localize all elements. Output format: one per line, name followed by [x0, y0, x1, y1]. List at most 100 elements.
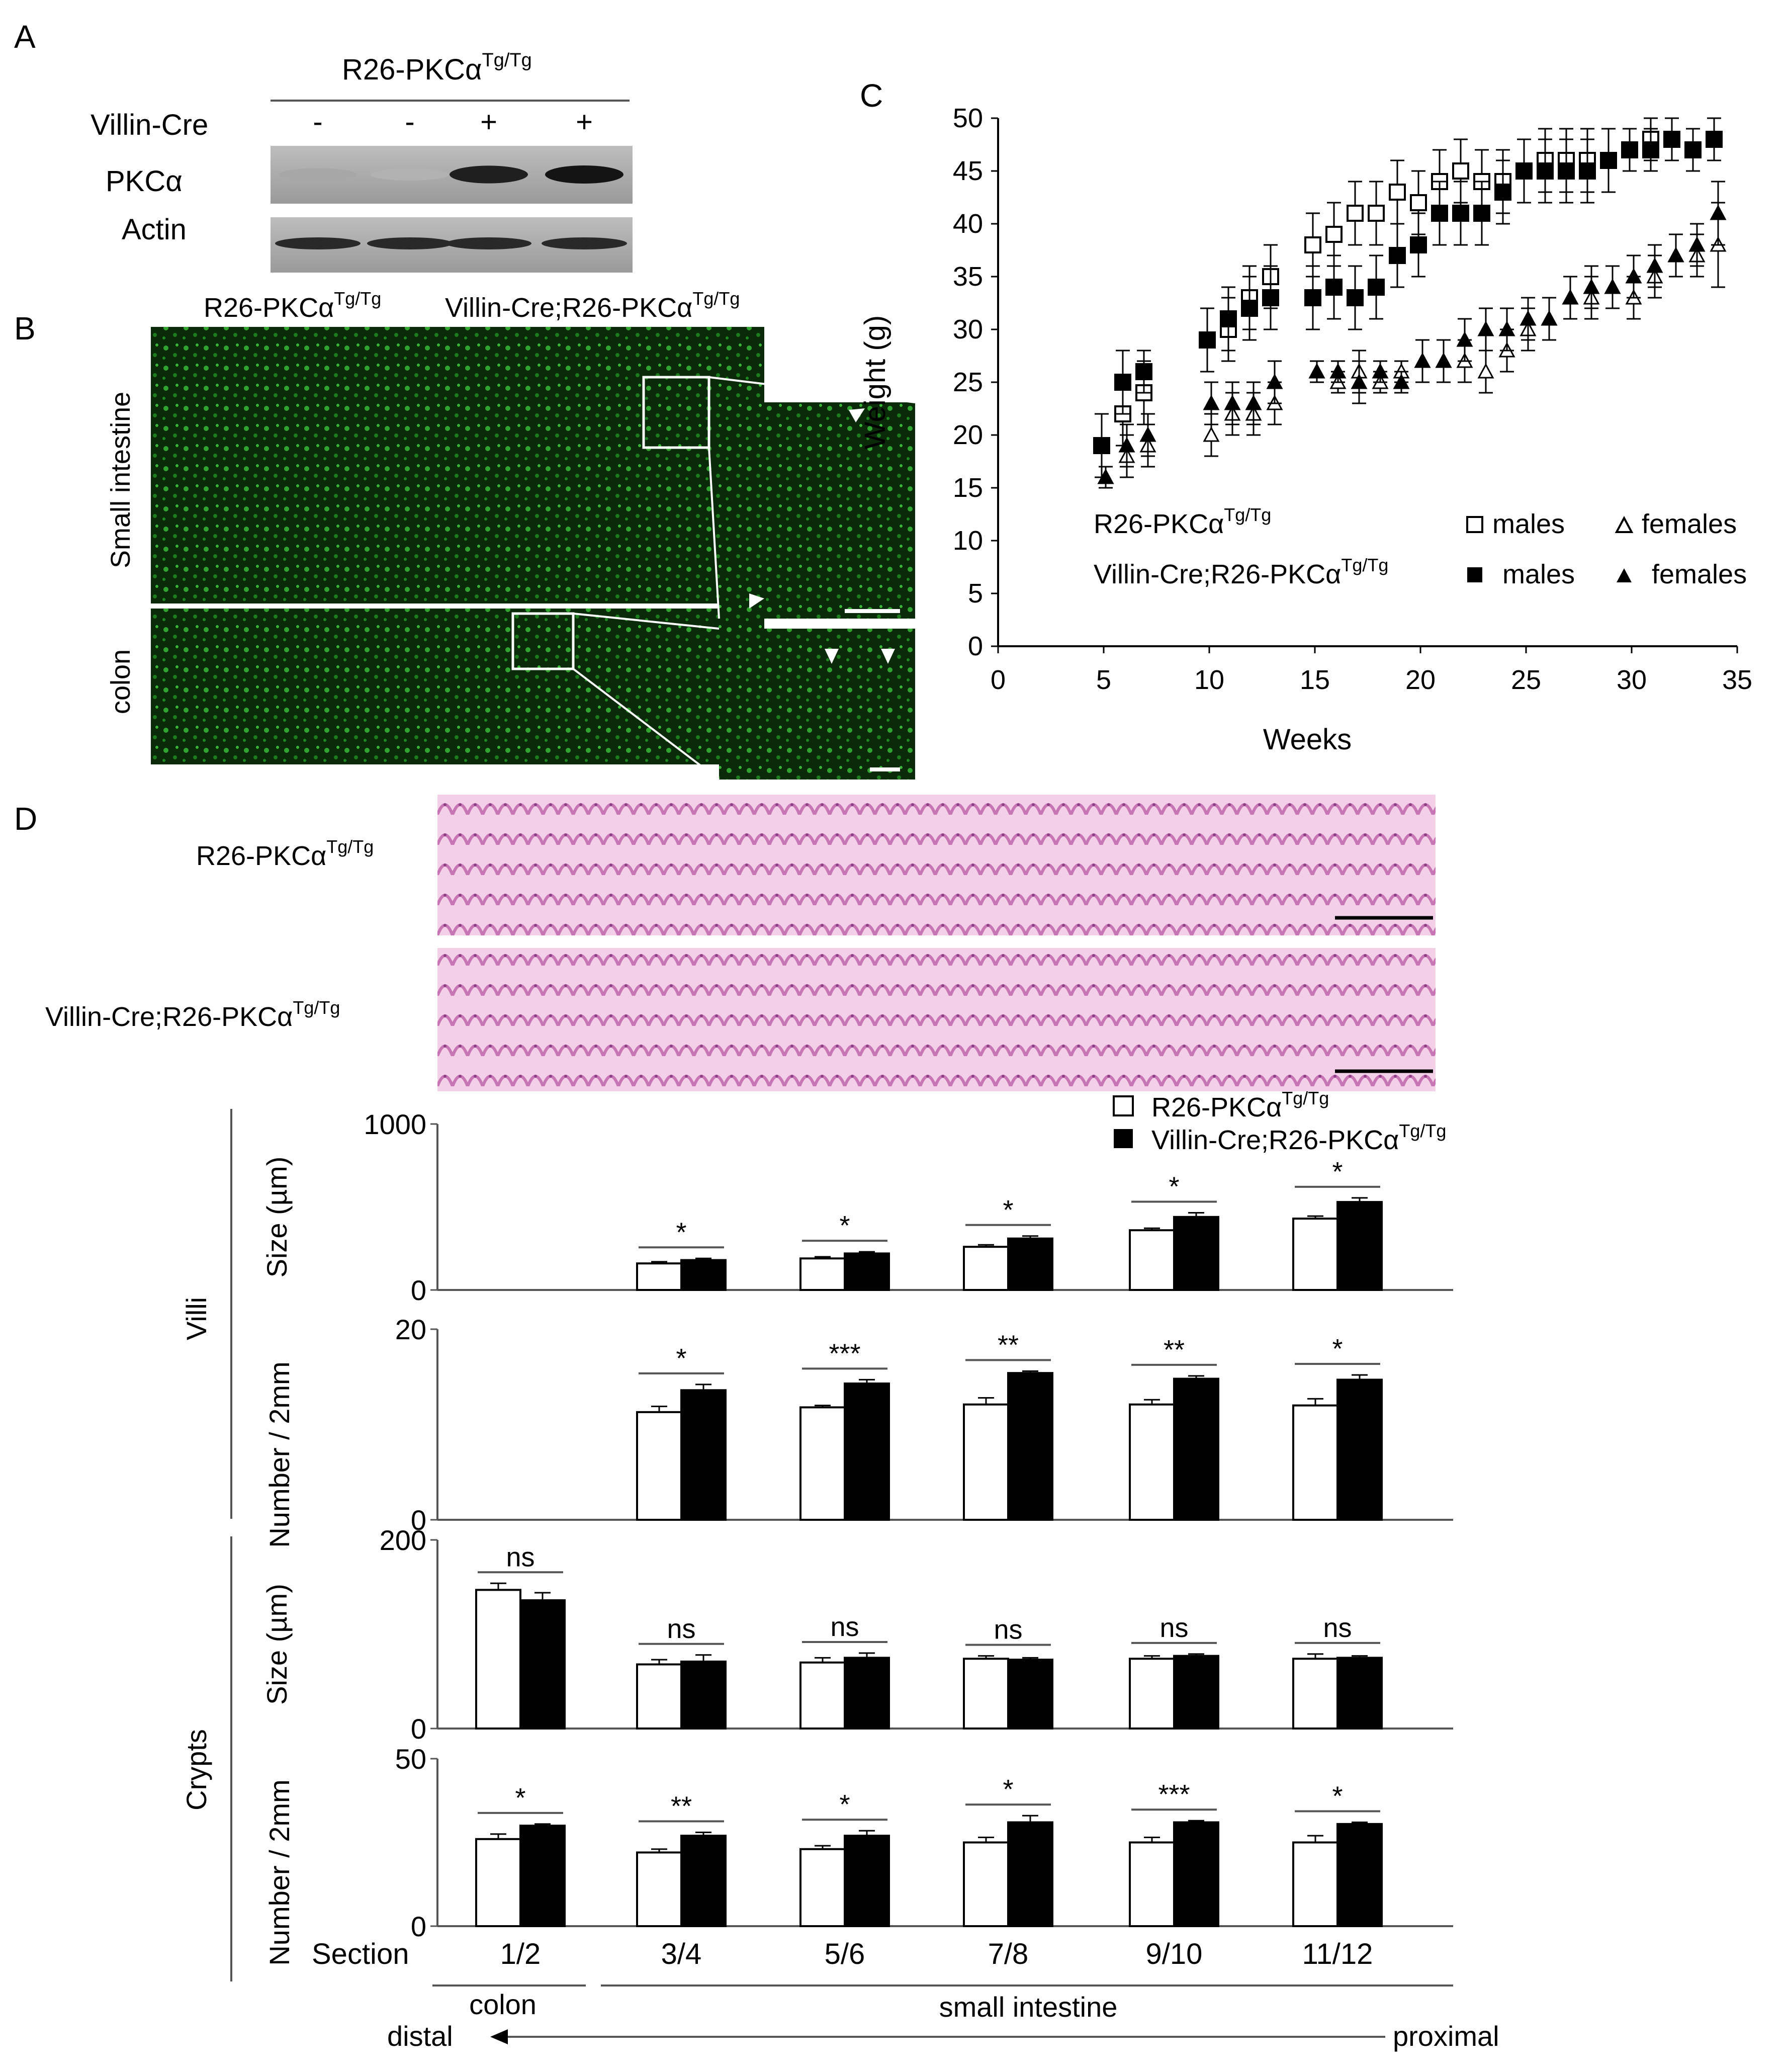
category-label: 7/8 — [988, 1938, 1029, 1970]
data-point — [1203, 426, 1220, 442]
y-tick-label: 0 — [968, 631, 983, 661]
bar-villin — [844, 1383, 890, 1521]
bar-villin — [1007, 1237, 1053, 1291]
bar-control — [963, 1246, 1009, 1291]
significance-label: * — [839, 1211, 850, 1241]
bar-control — [799, 1257, 846, 1291]
y-tick-label: 10 — [953, 526, 983, 556]
data-point — [1135, 363, 1152, 380]
data-point — [1663, 131, 1680, 148]
data-point — [1372, 363, 1389, 379]
error-bar — [978, 1837, 994, 1843]
category-label: 3/4 — [661, 1938, 702, 1970]
he-section-villin — [437, 948, 1436, 1091]
data-point — [1477, 320, 1494, 336]
error-bar — [695, 1654, 711, 1662]
significance-label: *** — [829, 1338, 860, 1368]
y-tick-label: 0 — [411, 1911, 426, 1942]
significance-label: * — [676, 1343, 686, 1373]
error-bar — [651, 1659, 667, 1665]
error-bar — [1144, 1655, 1160, 1659]
bar-villin — [680, 1660, 727, 1730]
data-point — [1537, 162, 1554, 180]
data-point — [1220, 310, 1237, 327]
error-bar — [534, 1592, 551, 1600]
actin-band — [275, 237, 361, 249]
error-bar — [978, 1244, 994, 1247]
bar-control — [1129, 1841, 1175, 1927]
bar-villin — [1336, 1201, 1383, 1291]
villin-sign: - — [313, 106, 322, 138]
zoom-box-si — [642, 376, 710, 449]
bar-control — [636, 1663, 682, 1730]
category-label: 1/2 — [500, 1938, 541, 1970]
data-point — [1498, 320, 1515, 336]
legend-open-triangle-icon — [1615, 515, 1634, 533]
data-point — [1245, 394, 1262, 410]
significance-label: ns — [1159, 1613, 1188, 1643]
error-bar — [1188, 1212, 1204, 1217]
data-point — [1414, 352, 1431, 368]
significance-label: ns — [506, 1542, 534, 1572]
data-point — [1520, 310, 1537, 326]
bar-villin — [680, 1259, 727, 1291]
error-bar — [490, 1833, 506, 1839]
y-tick-label: 200 — [380, 1524, 426, 1556]
weight-legend: R26-PKCαTg/Tg Villin-Cre;R26-PKCαTg/Tg m… — [1094, 504, 1747, 589]
data-point — [1456, 331, 1473, 347]
y-tick-label: 20 — [953, 420, 983, 450]
y-tick-label: 35 — [953, 262, 983, 292]
zoom-box-colon — [511, 612, 575, 670]
bar-control — [636, 1851, 682, 1927]
micrograph-si-zoom — [719, 402, 915, 619]
x-tick-label: 5 — [1096, 665, 1111, 695]
data-point — [1199, 331, 1216, 349]
data-point — [1431, 205, 1448, 222]
y-tick-label: 25 — [953, 367, 983, 397]
villin-cre-row-label: Villin-Cre — [91, 109, 208, 141]
y-tick-label: 50 — [953, 103, 983, 133]
significance-label: ns — [1323, 1613, 1352, 1643]
error-bar — [1022, 1657, 1038, 1660]
error-bar — [490, 1582, 506, 1590]
bar-villin — [1336, 1823, 1383, 1928]
zoom-lines-colon — [572, 613, 720, 781]
bar-villin — [680, 1389, 727, 1521]
bar-legend-r26: R26-PKCαTg/Tg — [1151, 1088, 1329, 1123]
bar-villin — [1336, 1378, 1383, 1521]
direction-arrow-head — [490, 2029, 508, 2044]
error-bar — [1022, 1815, 1038, 1823]
distal-label: distal — [387, 2020, 453, 2052]
legend-r26: R26-PKCαTg/Tg — [1094, 504, 1271, 539]
bar-control — [799, 1406, 846, 1521]
error-bar — [1188, 1820, 1204, 1823]
x-axis-title: Weeks — [1263, 723, 1352, 756]
error-bar — [651, 1406, 667, 1412]
significance-label: * — [839, 1789, 850, 1820]
bar-control — [475, 1589, 521, 1730]
panel-letter-a: A — [14, 19, 36, 55]
legend-villin: Villin-Cre;R26-PKCαTg/Tg — [1094, 555, 1388, 589]
legend-males-filled: males — [1502, 559, 1575, 589]
micrograph-si-control — [151, 327, 458, 603]
data-point — [1097, 468, 1114, 484]
bar-legend-villin: Villin-Cre;R26-PKCαTg/Tg — [1151, 1120, 1446, 1155]
error-bar — [1144, 1837, 1160, 1843]
legend-females-filled: females — [1652, 559, 1747, 589]
bar-control — [1292, 1841, 1338, 1927]
bar-villin — [680, 1835, 727, 1927]
y-tick-label: 0 — [411, 1274, 426, 1306]
legend-females-open: females — [1642, 509, 1737, 539]
x-tick-label: 10 — [1194, 665, 1224, 695]
bar-control — [1129, 1658, 1175, 1730]
error-bar — [651, 1261, 667, 1264]
bar-villin — [519, 1825, 566, 1927]
y-tick-label: 20 — [395, 1314, 426, 1345]
bar-villin — [1007, 1821, 1053, 1928]
error-bar — [1144, 1399, 1160, 1405]
micrograph-col1-label: R26-PKCαTg/Tg — [204, 288, 381, 323]
legend-black-box — [1114, 1129, 1133, 1148]
data-point — [1642, 141, 1659, 158]
significance-label: ** — [1164, 1335, 1185, 1365]
